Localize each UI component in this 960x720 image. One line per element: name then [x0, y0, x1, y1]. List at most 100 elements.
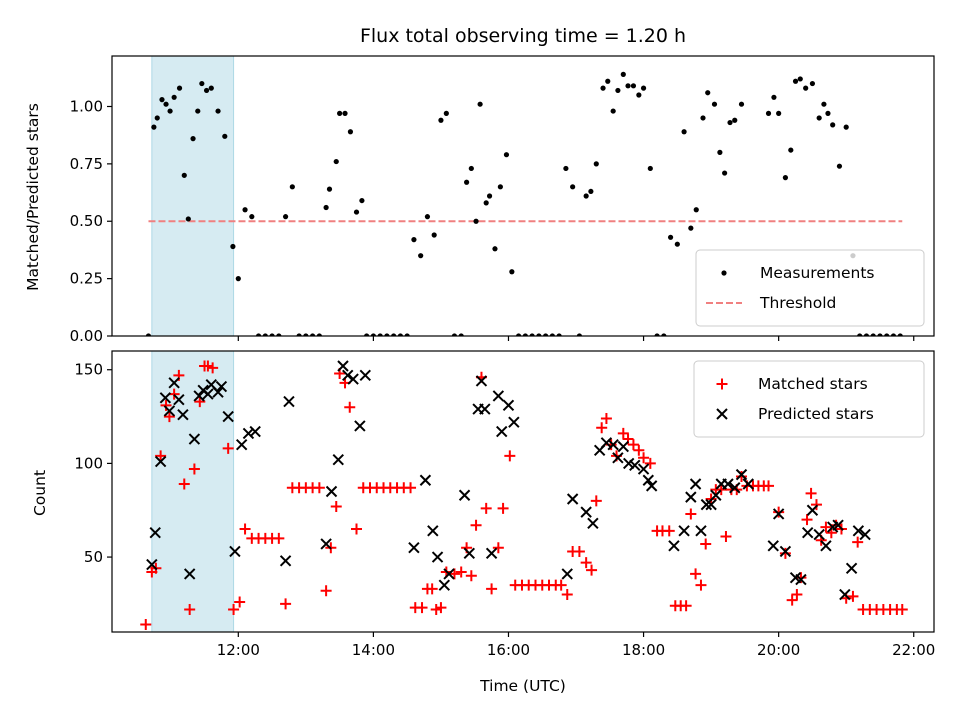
measurement-point — [451, 333, 458, 336]
matched-point — [617, 427, 629, 439]
measurement-point — [397, 333, 404, 336]
bottom-y-axis-label: Count — [31, 470, 49, 516]
measurement-point — [269, 333, 275, 336]
measurement-point — [303, 333, 309, 336]
predicted-point — [587, 517, 599, 530]
y-tick-label: 0.75 — [70, 155, 103, 173]
legend-box — [695, 249, 925, 327]
x-tick-label: 12:00 — [217, 641, 260, 659]
measurement-point — [615, 87, 621, 94]
plot-area — [140, 351, 908, 632]
count-panel: 50 100 150 12:00 14:00 16:00 18:00 20:00 22:00 Ma… — [74, 350, 935, 659]
predicted-point — [859, 528, 871, 541]
matched-point — [763, 480, 775, 492]
measurement-point — [418, 253, 424, 259]
matched-point — [847, 590, 859, 602]
measurement-point — [588, 188, 594, 195]
measurement-point — [411, 237, 417, 243]
predicted-point — [767, 540, 779, 552]
predicted-point — [475, 375, 488, 387]
measurement-point — [556, 333, 562, 336]
measurement-point — [863, 333, 870, 336]
matched-point — [351, 523, 363, 535]
matched-point — [690, 568, 702, 580]
matched-point — [820, 521, 832, 533]
axes-frame — [111, 55, 935, 337]
measurement-point — [600, 85, 606, 91]
measurement-point — [468, 165, 474, 172]
matched-point — [810, 499, 822, 511]
predicted-point — [637, 463, 650, 475]
predicted-point — [642, 474, 655, 486]
predicted-point — [710, 489, 722, 501]
measurement-point — [693, 207, 699, 213]
predicted-point — [242, 427, 255, 440]
measurement-point — [667, 234, 674, 240]
chart-title: Flux total observing time = 1.20 h — [360, 25, 686, 47]
matched-point — [586, 564, 598, 576]
y-tick-label: 50 — [84, 548, 103, 566]
matched-point — [580, 557, 592, 569]
measurement-point — [337, 110, 343, 116]
predicted-point — [729, 482, 741, 494]
predicted-point — [168, 377, 180, 389]
measurement-point — [145, 333, 152, 336]
legend-box — [693, 360, 925, 438]
matched-point — [801, 514, 813, 526]
x-axis-label: Time (UTC) — [479, 677, 566, 695]
measurement-point — [830, 122, 836, 128]
predicted-point — [645, 480, 658, 492]
predicted-point — [431, 551, 444, 563]
predicted-point — [779, 545, 792, 558]
measurement-point — [884, 333, 890, 336]
x-tick-label: 20:00 — [757, 641, 800, 659]
predicted-point — [806, 504, 819, 516]
predicted-point — [458, 489, 471, 501]
predicted-point — [832, 519, 844, 531]
measurement-point — [776, 110, 782, 116]
matched-point — [663, 525, 675, 537]
predicted-point — [705, 498, 717, 511]
legend-marker-matched — [716, 378, 728, 390]
x-tick-label: 16:00 — [487, 641, 530, 659]
ratio-panel: 0.00 0.25 0.50 0.75 1.00 Measurements Threshol… — [70, 55, 935, 345]
measurement-point — [509, 269, 515, 275]
matched-point — [627, 439, 639, 451]
predicted-point — [193, 390, 205, 402]
matched-point — [700, 538, 712, 550]
measurement-point — [333, 158, 339, 165]
measurement-point — [364, 333, 370, 336]
predicted-point — [215, 380, 228, 393]
measurement-point — [289, 184, 295, 190]
measurement-point — [821, 101, 827, 107]
measurement-point — [276, 333, 282, 336]
predicted-point — [443, 568, 455, 580]
y-tick-label: 150 — [74, 361, 103, 379]
measurement-point — [877, 333, 883, 336]
measurement-point — [620, 71, 626, 77]
measurement-point — [255, 333, 262, 336]
measurement-point — [222, 133, 228, 139]
matched-point — [435, 602, 447, 614]
matched-point — [504, 450, 516, 462]
predicted-point — [607, 438, 619, 451]
matched-point — [160, 399, 172, 411]
matched-point — [695, 579, 707, 591]
measurement-point — [215, 108, 221, 114]
legend-label: Predicted stars — [758, 405, 874, 423]
measurement-point — [583, 193, 589, 199]
measurement-point — [492, 246, 498, 252]
matched-point — [590, 495, 602, 507]
predicted-point — [600, 437, 613, 449]
measurement-point — [262, 333, 268, 336]
predicted-point — [689, 478, 702, 490]
predicted-point — [283, 395, 295, 408]
matched-point — [795, 572, 807, 584]
measurement-point — [647, 165, 653, 172]
predicted-point — [183, 568, 196, 580]
predicted-point — [163, 405, 176, 417]
measurement-point — [391, 333, 397, 336]
predicted-point — [492, 390, 505, 402]
predicted-point — [479, 403, 491, 415]
measurement-point — [816, 115, 822, 121]
